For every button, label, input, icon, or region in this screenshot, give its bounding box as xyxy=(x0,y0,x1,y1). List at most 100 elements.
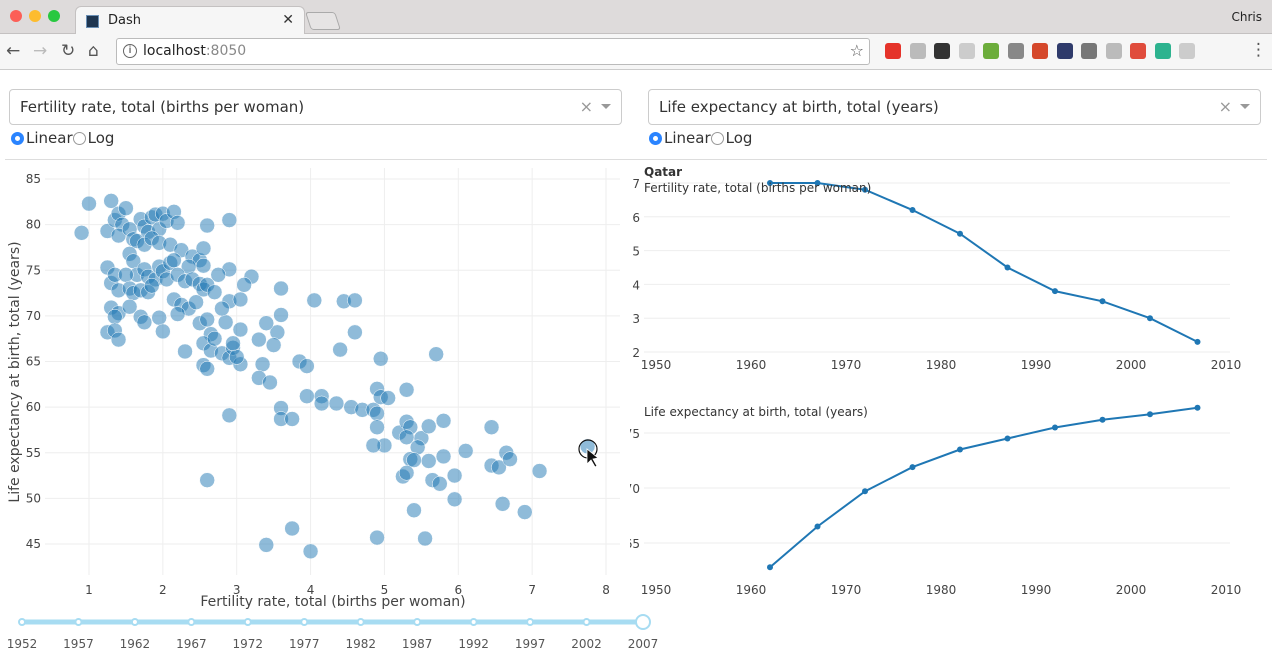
scatter-point[interactable] xyxy=(313,395,330,412)
extension-icon[interactable] xyxy=(1179,43,1195,59)
slider-mark-label[interactable]: 1962 xyxy=(120,637,151,651)
slider-mark-label[interactable]: 2002 xyxy=(571,637,602,651)
maximize-window-button[interactable] xyxy=(48,10,60,22)
chevron-down-icon[interactable] xyxy=(601,104,611,109)
scatter-point[interactable] xyxy=(228,349,245,365)
scatter-point[interactable] xyxy=(169,215,186,231)
slider-handle[interactable] xyxy=(635,614,651,630)
scatter-point[interactable] xyxy=(435,448,452,465)
extension-icon[interactable] xyxy=(885,43,901,59)
scatter-point[interactable] xyxy=(136,314,153,331)
scatter-point[interactable] xyxy=(273,280,289,297)
slider-mark-label[interactable]: 1977 xyxy=(289,637,320,651)
scatter-point[interactable] xyxy=(421,418,437,435)
extension-icon[interactable] xyxy=(958,43,975,59)
scatter-point[interactable] xyxy=(446,467,463,484)
slider-mark-dot[interactable] xyxy=(243,618,252,626)
slider-mark-dot[interactable] xyxy=(74,618,83,626)
scatter-point[interactable] xyxy=(258,315,275,331)
scatter-point[interactable] xyxy=(446,491,463,508)
scatter-point[interactable] xyxy=(417,530,433,547)
scatter-point[interactable] xyxy=(421,453,437,469)
scatter-point[interactable] xyxy=(107,309,123,325)
life-expectancy-point[interactable] xyxy=(1052,424,1058,431)
fertility-point[interactable] xyxy=(1194,338,1201,345)
scatter-point[interactable] xyxy=(306,292,323,309)
yaxis-column-dropdown[interactable]: Life expectancy at birth, total (years) … xyxy=(648,89,1261,125)
scatter-point[interactable] xyxy=(372,351,389,367)
slider-mark-label[interactable]: 1967 xyxy=(176,637,207,651)
fertility-point[interactable] xyxy=(814,180,821,186)
scatter-point[interactable] xyxy=(73,225,90,241)
radio-linear[interactable] xyxy=(11,131,24,145)
slider-mark-dot[interactable] xyxy=(130,618,139,626)
slider-mark-dot[interactable] xyxy=(187,618,196,626)
extension-icon[interactable] xyxy=(1056,43,1073,59)
scatter-point[interactable] xyxy=(502,451,518,467)
scatter-point[interactable] xyxy=(254,356,271,372)
scatter-point[interactable] xyxy=(195,240,212,257)
scatter-point[interactable] xyxy=(206,284,223,300)
scatter-point[interactable] xyxy=(457,443,474,459)
scatter-point[interactable] xyxy=(188,294,204,310)
xaxis-column-dropdown[interactable]: Fertility rate, total (births per woman)… xyxy=(9,89,622,125)
scatter-point[interactable] xyxy=(332,341,348,358)
slider-mark-label[interactable]: 1957 xyxy=(63,637,94,651)
slider-mark-label[interactable]: 2007 xyxy=(628,637,659,651)
scatter-point[interactable] xyxy=(328,395,345,412)
scatter-point[interactable] xyxy=(210,267,227,283)
forward-icon[interactable]: → xyxy=(33,41,48,61)
radio-log[interactable] xyxy=(72,131,86,145)
scatter-point[interactable] xyxy=(406,452,422,468)
scatter-point[interactable] xyxy=(121,299,138,315)
bookmark-star-icon[interactable]: ☆ xyxy=(849,41,864,60)
scatter-point[interactable] xyxy=(199,361,215,377)
address-bar[interactable]: i localhost:8050 ☆ xyxy=(116,38,870,65)
scatter-point[interactable] xyxy=(232,321,249,338)
radio-linear[interactable] xyxy=(649,131,662,145)
scatter-point[interactable] xyxy=(347,292,363,309)
scatter-point[interactable] xyxy=(103,193,119,209)
scatter-point[interactable] xyxy=(398,382,415,398)
slider-mark-dot[interactable] xyxy=(300,618,309,626)
scatter-point[interactable] xyxy=(199,217,215,234)
extension-icon[interactable] xyxy=(1105,43,1122,59)
year-slider[interactable]: 1952 1957 1962 1967 1972 1977 1982 1987 1992 1997… xyxy=(0,610,660,660)
browser-tab[interactable]: Dash ✕ xyxy=(75,6,305,35)
minimize-window-button[interactable] xyxy=(29,10,41,22)
scatter-point[interactable] xyxy=(299,388,315,404)
scatter-point[interactable] xyxy=(347,324,363,341)
clear-icon[interactable]: × xyxy=(579,97,593,116)
close-tab-icon[interactable]: ✕ xyxy=(282,12,294,28)
slider-mark-label[interactable]: 1952 xyxy=(7,637,38,651)
life-expectancy-point[interactable] xyxy=(1194,404,1201,411)
radio-log[interactable] xyxy=(710,131,724,145)
clear-icon[interactable]: × xyxy=(1218,97,1232,116)
scatter-point[interactable] xyxy=(177,343,193,360)
scatter-point[interactable] xyxy=(265,337,282,353)
profile-name[interactable]: Chris xyxy=(1231,10,1262,24)
scatter-point[interactable] xyxy=(214,300,230,317)
scatter-point[interactable] xyxy=(169,306,186,322)
fertility-point[interactable] xyxy=(1052,288,1058,295)
scatter-point[interactable] xyxy=(369,529,385,546)
scatter-point[interactable] xyxy=(365,437,382,454)
scatter-point[interactable] xyxy=(195,257,212,274)
scatter-point[interactable] xyxy=(494,496,511,512)
scatter-point[interactable] xyxy=(369,405,385,422)
scatter-point[interactable] xyxy=(236,277,252,293)
scatter-point[interactable] xyxy=(155,323,171,340)
scatter-point[interactable] xyxy=(144,278,160,294)
slider-mark-dot[interactable] xyxy=(413,618,422,626)
scatter-point[interactable] xyxy=(428,346,444,362)
extension-icon[interactable] xyxy=(1007,43,1024,59)
scatter-point[interactable] xyxy=(432,476,448,492)
scatter-point[interactable] xyxy=(81,195,97,212)
scatter-point[interactable] xyxy=(517,504,533,520)
life-expectancy-point[interactable] xyxy=(957,446,963,453)
life-expectancy-point[interactable] xyxy=(767,564,773,571)
slider-mark-dot[interactable] xyxy=(18,618,26,626)
scatter-point[interactable] xyxy=(118,267,134,283)
slider-mark-label[interactable]: 1972 xyxy=(233,637,264,651)
fertility-point[interactable] xyxy=(862,186,868,193)
